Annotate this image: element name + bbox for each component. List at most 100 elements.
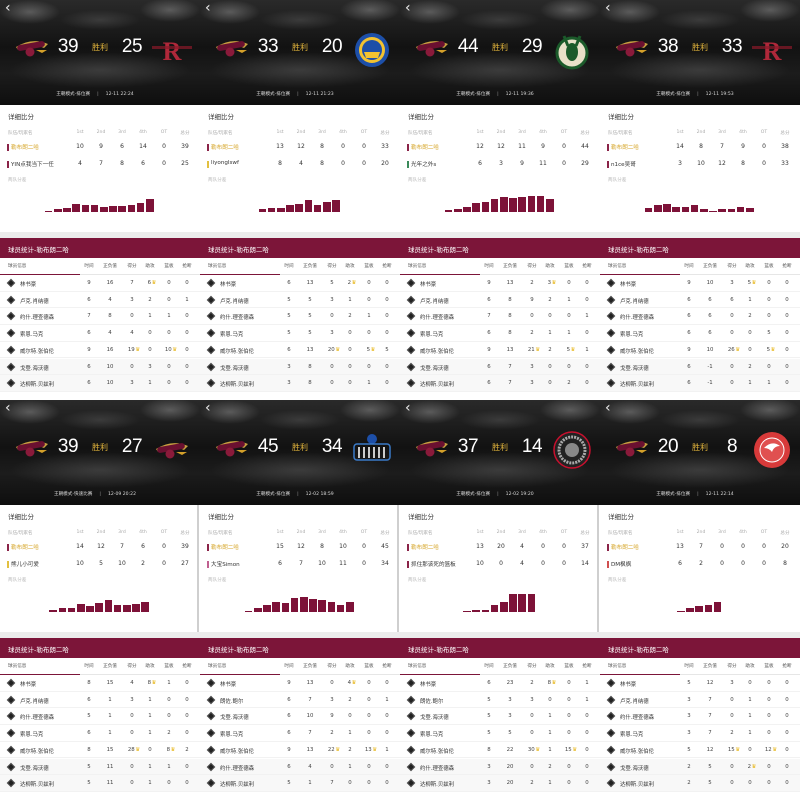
stat-column-header[interactable]: 助攻 <box>145 664 155 669</box>
stat-column-header[interactable]: 助攻 <box>545 664 555 669</box>
player-row[interactable]: 林书豪 9 16 7 6♛ 0 0 <box>0 275 200 292</box>
player-row[interactable]: 约什.理查德森 6 6 0 2 0 0 <box>600 308 800 326</box>
player-row[interactable]: 达柳斯.贝兹利 6 10 3 1 0 0 <box>0 375 200 392</box>
stat-column-header[interactable]: 篮板 <box>364 264 374 269</box>
player-row[interactable]: 卢克.肖纳德 3 7 0 1 0 0 <box>600 692 800 709</box>
stat-column-header[interactable]: 助攻 <box>345 664 355 669</box>
player-row[interactable]: 戈登.海沃德 6 10 9 0 0 0 <box>200 708 400 726</box>
player-row[interactable]: 达柳斯.贝兹利 6 -1 0 1 1 0 <box>600 375 800 392</box>
player-row[interactable]: 林书豪 5 12 3 0 0 0 <box>600 675 800 692</box>
stat-column-header[interactable]: 篮板 <box>164 264 174 269</box>
stat-column-header[interactable]: 正负值 <box>303 664 317 669</box>
player-row[interactable]: 戈登.海沃德 6 7 3 0 0 0 <box>400 358 600 376</box>
stat-column-header[interactable]: 正负值 <box>503 264 517 269</box>
player-row[interactable]: 林书豪 8 15 4 8♛ 1 0 <box>0 675 200 692</box>
stat-column-header[interactable]: 抢断 <box>582 264 592 269</box>
stat-column-header[interactable]: 得分 <box>127 264 137 269</box>
player-row[interactable]: 卢克.肖纳德 6 6 6 1 0 0 <box>600 292 800 309</box>
chevron-left-icon[interactable]: ‹ <box>405 400 411 416</box>
player-row[interactable]: 威尔特.张伯伦 8 15 28♛ 0 8♛ 2 <box>0 742 200 759</box>
player-row[interactable]: 卢克.肖纳德 6 4 3 2 0 1 <box>0 292 200 309</box>
player-row[interactable]: 戈登.海沃德 2 5 0 2♛ 0 0 <box>600 758 800 776</box>
chevron-left-icon[interactable]: ‹ <box>605 0 611 16</box>
player-row[interactable]: 戈登.海沃德 6 -1 0 2 0 0 <box>600 358 800 376</box>
stat-column-header[interactable]: 时间 <box>84 664 94 669</box>
player-row[interactable]: 约什.理查德森 7 8 0 0 0 1 <box>400 308 600 326</box>
stat-column-header[interactable]: 正负值 <box>303 264 317 269</box>
player-row[interactable]: 威尔特.张伯伦 9 16 19♛ 0 10♛ 0 <box>0 342 200 359</box>
stat-column-header[interactable]: 助攻 <box>545 264 555 269</box>
stat-column-header[interactable]: 时间 <box>284 664 294 669</box>
stat-column-header[interactable]: 正负值 <box>703 664 717 669</box>
stat-column-header[interactable]: 时间 <box>484 664 494 669</box>
stat-column-header[interactable]: 时间 <box>684 264 694 269</box>
back-button[interactable]: ‹ <box>5 0 11 16</box>
stat-column-header[interactable]: 得分 <box>127 664 137 669</box>
scrollbar[interactable] <box>197 505 199 635</box>
player-row[interactable]: 达柳斯.贝兹利 5 1 7 0 0 0 <box>200 775 400 792</box>
player-row[interactable]: 威尔特.张伯伦 9 10 26♛ 0 5♛ 0 <box>600 342 800 359</box>
player-row[interactable]: 威尔特.张伯伦 9 13 21♛ 2 5♛ 1 <box>400 342 600 359</box>
stat-column-header[interactable]: 抢断 <box>382 664 392 669</box>
back-button[interactable]: ‹ <box>605 0 611 16</box>
stat-column-header[interactable]: 得分 <box>527 264 537 269</box>
chevron-left-icon[interactable]: ‹ <box>605 400 611 416</box>
player-row[interactable]: 戈登.海沃德 5 11 0 1 1 0 <box>0 758 200 776</box>
stat-column-header[interactable]: 正负值 <box>703 264 717 269</box>
player-row[interactable]: 达柳斯.贝兹利 3 20 2 1 0 0 <box>400 775 600 792</box>
stat-column-header[interactable]: 助攻 <box>145 264 155 269</box>
stat-column-header[interactable]: 篮板 <box>764 264 774 269</box>
stat-column-header[interactable]: 抢断 <box>182 264 192 269</box>
chevron-left-icon[interactable]: ‹ <box>5 400 11 416</box>
back-button[interactable]: ‹ <box>405 0 411 16</box>
back-button[interactable]: ‹ <box>205 400 211 416</box>
back-button[interactable]: ‹ <box>605 400 611 416</box>
stat-column-header[interactable]: 抢断 <box>182 664 192 669</box>
stat-column-header[interactable]: 篮板 <box>764 664 774 669</box>
chevron-left-icon[interactable]: ‹ <box>205 0 211 16</box>
stat-column-header[interactable]: 得分 <box>327 664 337 669</box>
player-row[interactable]: 戈登.海沃德 6 10 0 3 0 0 <box>0 358 200 376</box>
player-row[interactable]: 卢克.肖纳德 5 5 3 1 0 0 <box>200 292 400 309</box>
player-row[interactable]: 索恩.马克 6 8 2 1 1 0 <box>400 325 600 342</box>
player-row[interactable]: 威尔特.张伯伦 6 13 20♛ 0 5♛ 5 <box>200 342 400 359</box>
player-row[interactable]: 林书豪 9 13 0 4♛ 0 0 <box>200 675 400 692</box>
scrollbar[interactable] <box>597 505 599 635</box>
stat-column-header[interactable]: 正负值 <box>103 264 117 269</box>
player-row[interactable]: 约什.理查德森 7 8 0 1 1 0 <box>0 308 200 326</box>
player-row[interactable]: 戈登.海沃德 5 3 0 1 0 0 <box>400 708 600 726</box>
player-row[interactable]: 索恩.马克 6 7 2 1 0 0 <box>200 725 400 742</box>
chevron-left-icon[interactable]: ‹ <box>405 0 411 16</box>
player-row[interactable]: 戈登.海沃德 3 8 0 0 0 0 <box>200 358 400 376</box>
chevron-left-icon[interactable]: ‹ <box>5 0 11 16</box>
stat-column-header[interactable]: 得分 <box>727 664 737 669</box>
stat-column-header[interactable]: 篮板 <box>164 664 174 669</box>
player-row[interactable]: 约什.理查德森 5 5 0 2 1 0 <box>200 308 400 326</box>
player-row[interactable]: 卢克.肖纳德 6 1 3 1 0 0 <box>0 692 200 709</box>
stat-column-header[interactable]: 助攻 <box>345 264 355 269</box>
player-row[interactable]: 林书豪 6 23 2 8♛ 0 1 <box>400 675 600 692</box>
stat-column-header[interactable]: 得分 <box>727 264 737 269</box>
stat-column-header[interactable]: 篮板 <box>364 664 374 669</box>
stat-column-header[interactable]: 正负值 <box>103 664 117 669</box>
player-row[interactable]: 威尔特.张伯伦 5 12 15♛ 0 12♛ 0 <box>600 742 800 759</box>
player-row[interactable]: 达柳斯.贝兹利 6 7 3 0 2 0 <box>400 375 600 392</box>
player-row[interactable]: 威尔特.张伯伦 9 13 22♛ 2 13♛ 1 <box>200 742 400 759</box>
player-row[interactable]: 索恩.马克 5 5 0 1 0 0 <box>400 725 600 742</box>
player-row[interactable]: 索恩.马克 3 7 2 1 0 0 <box>600 725 800 742</box>
stat-column-header[interactable]: 抢断 <box>382 264 392 269</box>
player-row[interactable]: 林书豪 6 13 5 2♛ 0 0 <box>200 275 400 292</box>
player-row[interactable]: 达柳斯.贝兹利 5 11 0 1 0 0 <box>0 775 200 792</box>
player-row[interactable]: 约什.理查德森 3 7 0 1 0 0 <box>600 708 800 726</box>
scrollbar[interactable] <box>397 505 399 635</box>
stat-column-header[interactable]: 篮板 <box>564 664 574 669</box>
player-row[interactable]: 卢克.肖纳德 6 8 9 2 1 0 <box>400 292 600 309</box>
stat-column-header[interactable]: 抢断 <box>782 264 792 269</box>
stat-column-header[interactable]: 时间 <box>484 264 494 269</box>
player-row[interactable]: 朗佐.鲍尔 6 7 3 2 0 1 <box>200 692 400 709</box>
player-row[interactable]: 威尔特.张伯伦 8 22 30♛ 1 15♛ 0 <box>400 742 600 759</box>
player-row[interactable]: 约什.理查德森 6 4 0 1 0 0 <box>200 758 400 776</box>
stat-column-header[interactable]: 时间 <box>284 264 294 269</box>
player-row[interactable]: 索恩.马克 6 6 0 0 5 0 <box>600 325 800 342</box>
back-button[interactable]: ‹ <box>5 400 11 416</box>
